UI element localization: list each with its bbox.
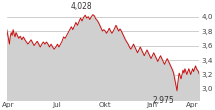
Text: 4,028: 4,028 <box>71 2 93 11</box>
Text: 2,975: 2,975 <box>153 96 175 105</box>
